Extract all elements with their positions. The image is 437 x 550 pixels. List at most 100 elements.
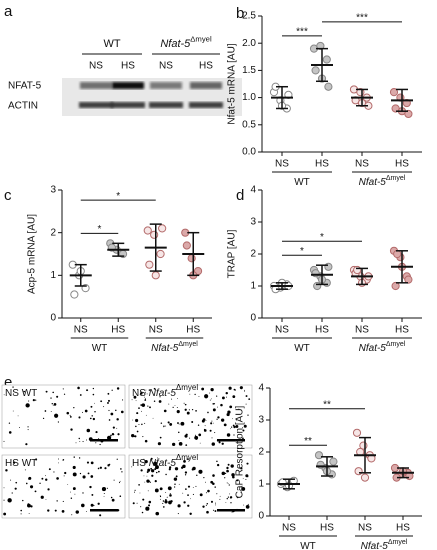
resorption-pit: [165, 425, 167, 427]
data-point: [324, 262, 333, 271]
data-point: [391, 281, 400, 291]
resorption-pit: [183, 460, 186, 463]
resorption-pit: [64, 471, 67, 475]
resorption-pit: [25, 443, 28, 446]
resorption-pit: [178, 431, 180, 434]
resorption-pit: [177, 422, 179, 424]
resorption-pit: [205, 492, 207, 494]
resorption-pit: [134, 435, 137, 438]
resorption-pit: [227, 496, 230, 498]
blot-band: [190, 82, 222, 89]
resorption-pit: [91, 415, 93, 417]
resorption-pit: [54, 413, 59, 418]
blot-band: [80, 82, 112, 89]
resorption-pit: [62, 388, 64, 390]
resorption-pit: [133, 491, 136, 493]
resorption-pit: [101, 487, 107, 492]
resorption-pit: [57, 458, 59, 460]
label-name: Nfat-5: [361, 541, 389, 550]
resorption-pit: [158, 400, 162, 403]
blot-band: [79, 102, 113, 108]
resorption-pit: [136, 430, 139, 433]
resorption-pit: [194, 435, 199, 440]
resorption-pit: [162, 502, 164, 505]
resorption-pit: [47, 488, 50, 491]
resorption-pit: [203, 477, 205, 479]
resorption-pit: [89, 485, 92, 489]
label-name: WT: [294, 343, 310, 354]
resorption-pit: [240, 491, 242, 493]
resorption-pit: [14, 487, 17, 490]
resorption-pit: [27, 429, 29, 431]
resorption-pit: [199, 442, 201, 444]
resorption-pit: [115, 409, 117, 412]
resorption-pit: [136, 412, 139, 415]
data-point: [143, 226, 152, 235]
micrograph-label: HS Nfat-5Δmyel: [132, 453, 198, 469]
y-tick-label: 1: [258, 479, 264, 490]
resorption-pit: [229, 405, 233, 409]
resorption-pit: [121, 399, 124, 401]
resorption-pit: [221, 442, 224, 445]
resorption-pit: [147, 490, 149, 492]
resorption-pit: [45, 475, 46, 477]
label: Nfat-5Δmyel: [160, 35, 212, 50]
resorption-pit: [207, 489, 210, 493]
label-name: Nfat-5: [149, 388, 177, 399]
resorption-pit: [145, 414, 147, 416]
resorption-pit: [75, 510, 79, 514]
data-point: [187, 254, 196, 263]
significance-label: ***: [296, 27, 308, 38]
resorption-pit: [171, 398, 173, 400]
resorption-pit: [148, 389, 151, 391]
resorption-pit: [206, 503, 209, 505]
resorption-pit: [159, 436, 162, 439]
resorption-pit: [159, 495, 161, 497]
resorption-pit: [90, 405, 93, 408]
resorption-pit: [134, 489, 136, 491]
y-tick-label: 2: [50, 227, 56, 238]
label-name: Nfat-5: [359, 177, 387, 188]
resorption-pit: [236, 479, 239, 482]
resorption-pit: [22, 499, 24, 502]
resorption-pit: [177, 504, 181, 508]
significance-label: **: [304, 436, 312, 447]
resorption-pit: [72, 487, 76, 491]
y-tick-label: 2.0: [242, 38, 256, 49]
resorption-pit: [92, 387, 95, 390]
resorption-pit: [185, 488, 187, 490]
label-prefix: NS: [132, 388, 146, 399]
resorption-pit: [144, 481, 146, 483]
data-point: [389, 88, 399, 97]
resorption-pit: [210, 480, 214, 484]
resorption-pit: [120, 410, 124, 414]
resorption-pit: [245, 403, 247, 405]
resorption-pit: [48, 468, 51, 471]
resorption-pit: [212, 509, 215, 511]
resorption-pit: [25, 482, 28, 485]
resorption-pit: [78, 416, 81, 419]
resorption-pit: [142, 436, 144, 438]
resorption-pit: [154, 480, 157, 483]
resorption-pit: [99, 443, 101, 446]
resorption-pit: [232, 395, 236, 399]
panel-letter: d: [236, 187, 244, 204]
resorption-pit: [233, 434, 235, 436]
resorption-pit: [204, 425, 206, 427]
data-point: [354, 467, 363, 476]
resorption-pit: [86, 461, 90, 464]
resorption-pit: [236, 496, 239, 499]
data-point: [70, 290, 79, 299]
resorption-pit: [146, 393, 148, 395]
resorption-pit: [246, 462, 249, 465]
resorption-pit: [47, 509, 50, 512]
data-point: [158, 224, 167, 233]
resorption-pit: [69, 491, 71, 493]
resorption-pit: [110, 434, 112, 437]
resorption-pit: [90, 475, 94, 478]
micrograph-label: HS WT: [5, 458, 37, 469]
significance-label: *: [300, 246, 304, 257]
x-tick-label: NS: [74, 325, 88, 336]
resorption-pit: [24, 469, 26, 471]
resorption-pit: [172, 406, 174, 408]
